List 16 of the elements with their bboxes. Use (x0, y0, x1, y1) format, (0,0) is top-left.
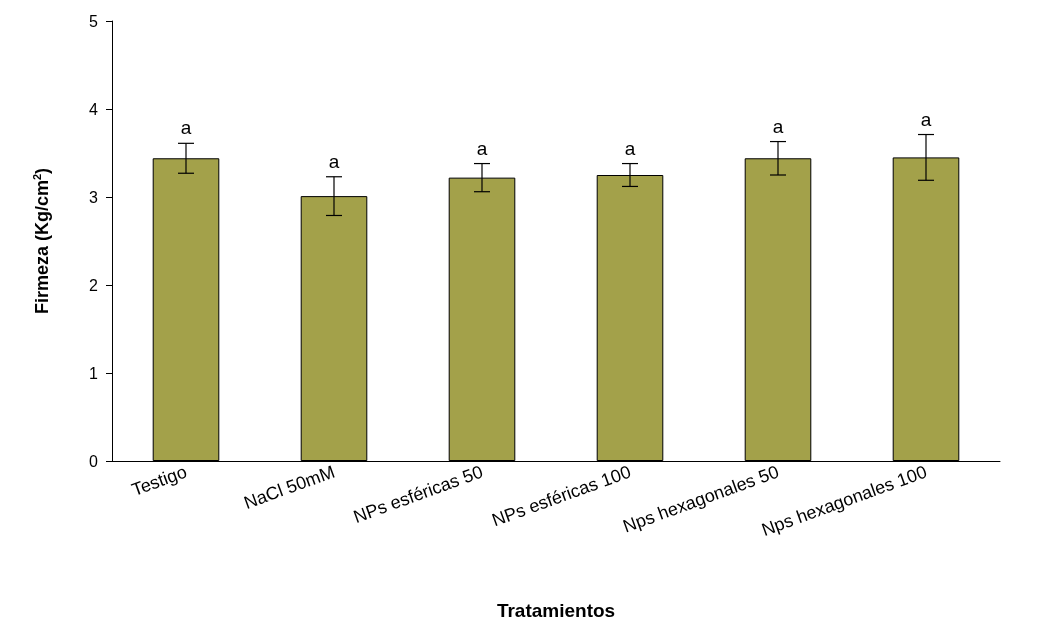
y-tick-label: 3 (89, 188, 99, 206)
annotation: a (476, 137, 488, 159)
y-tick-label: 0 (89, 452, 99, 470)
y-axis-title: Firmeza (Kg/cm2) (30, 167, 52, 315)
y-tick-label: 2 (89, 276, 99, 294)
annotation: a (920, 108, 932, 130)
annotation: a (328, 150, 340, 172)
y-tick-label: 1 (89, 364, 99, 382)
annotation: a (624, 137, 636, 159)
x-tick-label: NaCl 50mM (241, 461, 338, 513)
y-tick-label: 5 (89, 12, 99, 30)
annotation: a (180, 117, 192, 139)
x-axis-title: Tratamientos (496, 600, 616, 621)
x-tick-label: Testigo (128, 461, 190, 500)
y-tick-label: 4 (89, 100, 99, 118)
annotation: a (772, 115, 784, 137)
